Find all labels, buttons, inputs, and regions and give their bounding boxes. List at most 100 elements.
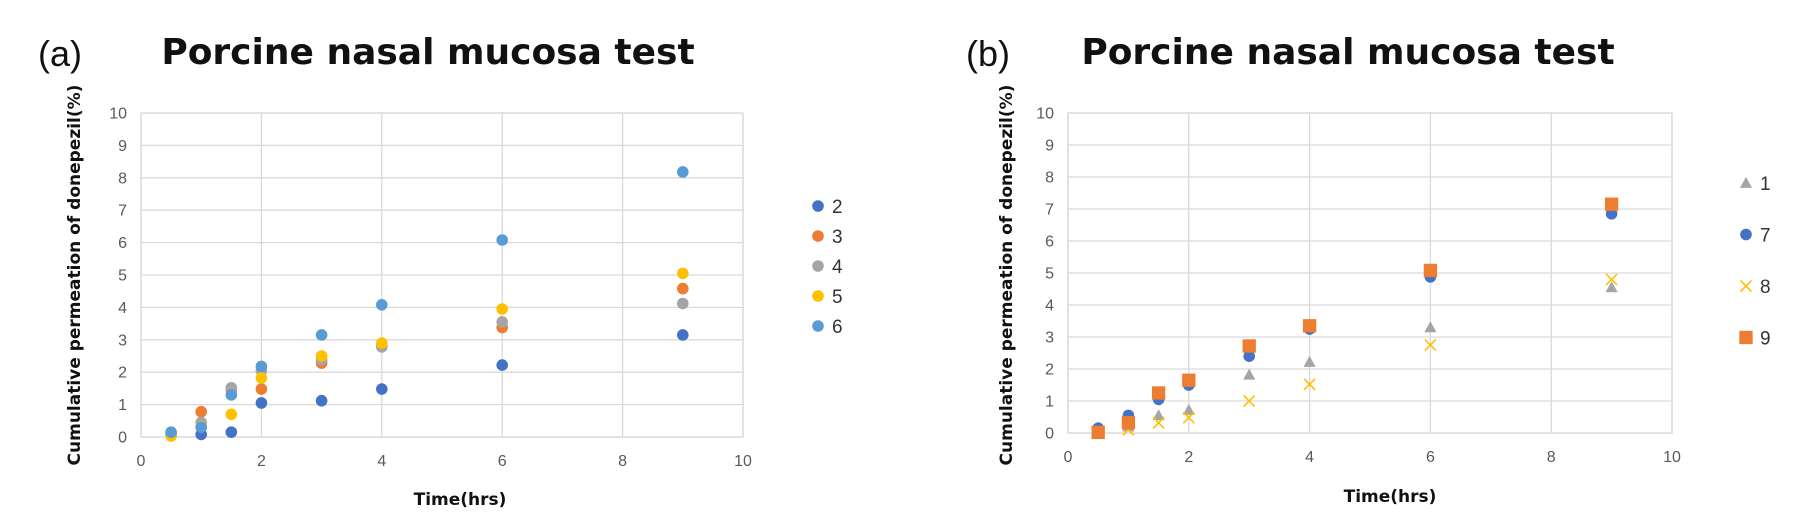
panel-b-legend-marker-9 <box>1739 330 1753 345</box>
panel-a-title: Porcine nasal mucosa test <box>161 32 694 73</box>
panel-a-legend-item-5: 5 <box>812 287 843 308</box>
panel-a-series-5-point <box>376 337 388 349</box>
panel-b-x-tick-label: 10 <box>1663 449 1681 466</box>
panel-a-series-4-point <box>496 316 509 328</box>
panel-b-series-8-point <box>1243 394 1256 408</box>
panel-a-series-3 <box>165 282 689 440</box>
panel-b-series-9 <box>1091 197 1619 440</box>
panel-a-legend-label-4: 4 <box>832 257 843 278</box>
panel-a-y-tick-label: 7 <box>118 203 127 220</box>
panel-a-series-5 <box>165 267 689 442</box>
panel-a-x-ticks: 0 2 4 6 8 10 <box>137 453 752 470</box>
panel-b-series-9-point <box>1182 373 1196 387</box>
panel-a-series-5-point <box>677 267 689 280</box>
panel-a-data-points <box>165 166 689 442</box>
panel-a-series-2-point <box>496 359 509 371</box>
panel-b-data-points <box>1091 197 1619 440</box>
panel-b-series-1-point <box>1152 409 1165 421</box>
panel-a-x-tick-label: 10 <box>734 453 752 470</box>
panel-b-series-1-point <box>1243 368 1256 380</box>
panel-a-x-tick-label: 0 <box>137 453 146 470</box>
panel-b-series-1-point <box>1303 355 1316 367</box>
panel-a-series-2-point <box>376 383 388 395</box>
panel-a-y-tick-label: 8 <box>118 170 127 187</box>
panel-a-series-5-point <box>496 303 509 315</box>
panel-a-y-tick-label: 5 <box>118 268 127 285</box>
panel-a-series-6-point <box>255 360 268 373</box>
panel-a-series-3-point <box>677 282 689 295</box>
panel-a-series-6-point <box>315 329 328 341</box>
panel-b-legend-label-7: 7 <box>1760 226 1771 247</box>
panel-a-series-6-point <box>165 426 177 438</box>
panel-a-legend-marker-4 <box>812 260 824 272</box>
panel-b-x-tick-label: 6 <box>1426 449 1435 466</box>
panel-b-legend-marker-7 <box>1740 228 1752 241</box>
panel-b-series-7-point <box>1243 350 1255 363</box>
panel-a-legend-item-3: 3 <box>812 227 843 248</box>
panel-a-x-tick-label: 4 <box>377 453 386 470</box>
panel-a-series-5-point <box>315 350 328 362</box>
panel-a-legend: 2 3 4 5 6 <box>812 197 843 338</box>
panel-a-y-ticks: 0 1 2 3 4 5 6 7 8 9 10 <box>109 106 127 447</box>
panel-a-legend-label-3: 3 <box>832 227 843 248</box>
panel-a-legend-label-6: 6 <box>832 317 843 338</box>
panel-b-series-9-point <box>1091 425 1105 440</box>
chart-panel-b: (b) Porcine nasal mucosa test 0 1 2 3 4 5 6 7 8 9… <box>966 32 1771 507</box>
panel-a-y-tick-label: 9 <box>118 138 127 155</box>
panel-a-legend-marker-2 <box>812 200 824 212</box>
panel-a-series-2-point <box>677 329 689 341</box>
panel-a-y-axis-title: Cumulative permeation of donepezil(%) <box>65 85 85 466</box>
panel-a-series-4 <box>165 297 689 441</box>
panel-a-series-2-point <box>315 394 328 407</box>
panel-a-y-tick-label: 4 <box>118 300 127 317</box>
panel-b-title: Porcine nasal mucosa test <box>1081 32 1614 73</box>
panel-a-x-tick-label: 8 <box>618 453 627 470</box>
panel-b-y-tick-label: 10 <box>1036 106 1054 123</box>
panel-b-y-tick-label: 2 <box>1045 362 1054 379</box>
panel-a-series-6-point <box>496 234 509 246</box>
panel-a-series-6-point <box>195 421 207 434</box>
panel-a-series-5-point <box>255 372 268 384</box>
panel-b-x-tick-label: 8 <box>1547 449 1556 466</box>
panel-b-y-tick-label: 7 <box>1045 202 1054 219</box>
panel-b-legend-label-9: 9 <box>1760 329 1771 350</box>
panel-a-legend-item-6: 6 <box>812 317 843 338</box>
panel-a-y-tick-label: 0 <box>118 430 127 447</box>
panel-a-legend-marker-5 <box>812 290 824 302</box>
panel-b-legend-item-7: 7 <box>1740 226 1771 247</box>
panel-a-series-5-point <box>225 408 238 421</box>
panel-a-series-4-point <box>677 297 689 310</box>
panel-a-series-2-point <box>225 426 238 438</box>
panel-a-legend-marker-6 <box>812 320 824 332</box>
panel-b-series-1-point <box>1424 321 1437 333</box>
panel-b-x-ticks: 0 2 4 6 8 10 <box>1064 449 1681 466</box>
panel-b-y-tick-label: 8 <box>1045 170 1054 187</box>
panel-b-y-ticks: 0 1 2 3 4 5 6 7 8 9 10 <box>1036 106 1054 443</box>
panel-a-series-2 <box>165 329 689 442</box>
panel-b-series-9-point <box>1242 339 1256 353</box>
panel-a-plot-area <box>140 112 744 438</box>
panel-a-series-6-point <box>376 299 388 311</box>
panel-a-x-tick-label: 6 <box>498 453 507 470</box>
panel-b-series-7-point <box>1605 208 1618 220</box>
panel-a-y-tick-label: 6 <box>118 235 127 252</box>
panel-b-legend-item-9: 9 <box>1739 329 1771 350</box>
panel-b-y-tick-label: 5 <box>1045 266 1054 283</box>
panel-b-plot-area <box>1067 112 1673 434</box>
panel-b-series-1-point <box>1605 281 1618 293</box>
panel-a-legend-item-2: 2 <box>812 197 843 218</box>
panel-a-series-2-point <box>255 397 268 409</box>
panel-a-y-tick-label: 3 <box>118 332 127 349</box>
panel-a-x-axis-title: Time(hrs) <box>414 490 507 510</box>
panel-a-y-tick-label: 10 <box>109 106 127 123</box>
panel-b-series-8-point <box>1424 338 1437 352</box>
panel-b-y-tick-label: 0 <box>1045 426 1054 443</box>
panel-b-x-axis-title: Time(hrs) <box>1344 487 1437 507</box>
panel-b-legend-label-1: 1 <box>1760 174 1771 195</box>
panel-b-legend-label-8: 8 <box>1760 277 1771 298</box>
panel-a-series-3-point <box>255 383 268 395</box>
panel-b-series-8-point <box>1605 273 1618 286</box>
panel-b-legend-marker-1 <box>1739 176 1753 188</box>
